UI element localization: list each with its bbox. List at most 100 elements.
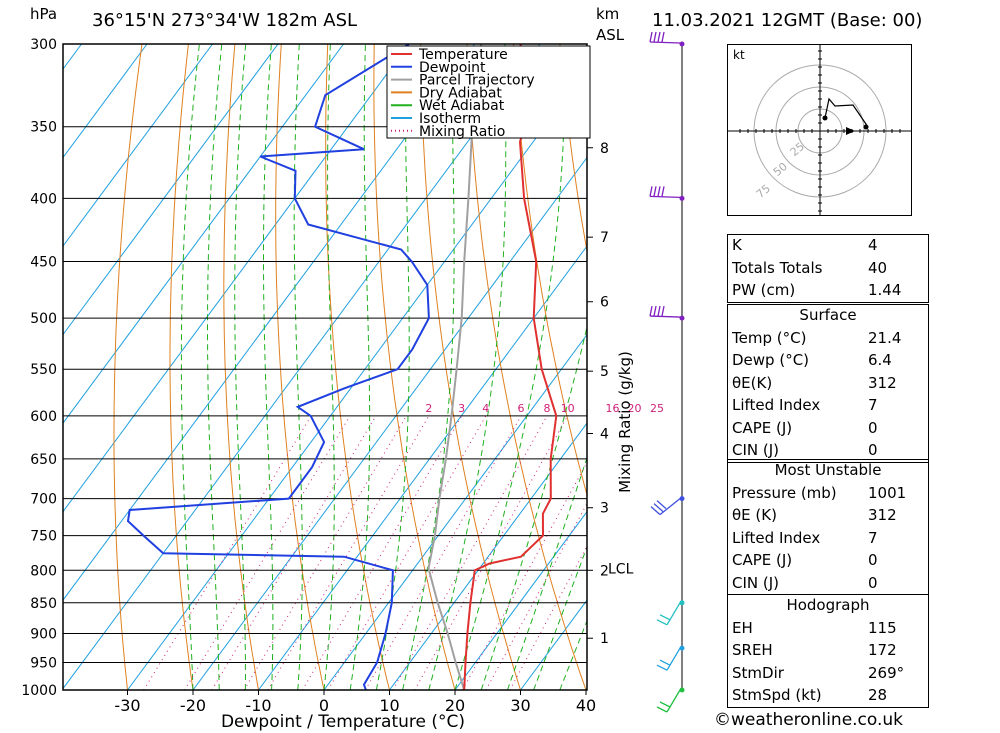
mixing-ratio-line [243, 415, 407, 690]
legend-entry: Isotherm [419, 111, 481, 127]
isotherm-line [0, 44, 16, 690]
wet-adiabat-line [207, 44, 223, 690]
wind-level-dot [679, 315, 685, 321]
surface-row: CIN (J) 0 [732, 441, 878, 459]
surface-table: Surface Temp (°C) 21.4 Dewp (°C) 6.4 θE(K)… [727, 304, 929, 463]
site-link[interactable]: weatheronline.co.uk [731, 710, 904, 730]
dewpoint-line [126, 44, 430, 690]
mixing-ratio-label: 10 [561, 402, 575, 415]
hodograph-ring-label: 25 [788, 140, 807, 159]
hodograph-trace [824, 97, 869, 128]
surface-row: Temp (°C) 21.4 [732, 328, 902, 347]
hodograph-ring-label: 75 [754, 182, 773, 201]
hodo-row: EH 115 [732, 618, 897, 637]
mu-row: CAPE (J) 0 [732, 551, 878, 569]
hodograph-table: Hodograph EH 115 SREH 172 StmDir 269° StmSp… [727, 594, 929, 708]
surface-row: Dewp (°C) 6.4 [732, 351, 892, 369]
dry-adiabat-line [113, 44, 143, 690]
wind-barb [650, 498, 681, 516]
isotherm-line [127, 68, 587, 690]
mixing-ratio-label: 25 [650, 402, 664, 415]
wind-barb [649, 186, 681, 199]
hodograph-point [863, 124, 869, 130]
pressure-tick-label: 350 [30, 120, 57, 136]
isotherm-line [63, 44, 213, 247]
pressure-tick-label: 950 [30, 655, 57, 671]
mixing-ratio-label: 20 [628, 402, 642, 415]
x-tick-label: 30 [510, 696, 530, 715]
isotherm-line [192, 156, 587, 690]
most-unstable-table: Most Unstable Pressure (mb) 1001 θE (K) 31… [727, 459, 929, 595]
pressure-tick-label: 650 [30, 452, 57, 468]
mu-row: CIN (J) 0 [732, 573, 878, 592]
wind-barb [656, 647, 681, 671]
most-unstable-title: Most Unstable [774, 461, 882, 479]
legend-entry: Dry Adiabat [419, 85, 502, 101]
mixing-ratio-label: 8 [543, 402, 550, 415]
lcl-label: LCL [608, 561, 634, 577]
asl-unit-label: ASL [596, 26, 625, 44]
pressure-tick-label: 300 [30, 37, 57, 53]
wind-level-dot [679, 600, 685, 606]
x-tick-label: -20 [180, 696, 206, 715]
hodo-row: StmDir 269° [732, 663, 905, 682]
isotherm-line [63, 44, 279, 336]
km-unit-label: km [596, 5, 620, 23]
isotherm-line [63, 44, 148, 159]
mu-row: θE (K) 312 [732, 506, 897, 524]
surface-row: Lifted Index 7 [732, 396, 878, 414]
datetime-title: 11.03.2021 12GMT (Base: 00) [652, 10, 923, 31]
mixing-ratio-axis-label: Mixing Ratio (g/kg) [616, 351, 634, 493]
plot-frame [62, 43, 588, 691]
pressure-tick-label: 550 [30, 362, 57, 378]
pressure-tick-label: 850 [30, 596, 57, 612]
hodograph-point [822, 115, 828, 121]
storm-motion-marker [846, 127, 855, 135]
wet-adiabat-line [533, 545, 587, 690]
surface-row: CAPE (J) 0 [732, 418, 878, 437]
legend-entry: Mixing Ratio [419, 124, 505, 140]
legend-entry: Dewpoint [419, 60, 486, 76]
temperature-line [463, 44, 558, 690]
dry-adiabat-line [559, 44, 587, 254]
wind-barb [656, 689, 681, 713]
wind-level-dot [679, 496, 685, 502]
km-tick-label: 2 [600, 563, 609, 579]
km-tick-label: 3 [600, 501, 609, 517]
wet-adiabat-line [180, 44, 200, 690]
hodo-row: StmSpd (kt) 28 [732, 686, 888, 704]
mixing-ratio-label: 4 [482, 402, 489, 415]
wind-level-dot [679, 687, 685, 693]
km-tick-label: 5 [600, 364, 609, 380]
km-tick-label: 6 [600, 295, 609, 311]
mixing-ratio-label: 6 [518, 402, 525, 415]
wet-adiabat-line [402, 44, 455, 690]
mixing-ratio-line [364, 415, 522, 690]
index-row-pw: PW (cm) 1.44 [732, 281, 902, 299]
mixing-ratio-line [485, 502, 587, 690]
km-tick-label: 8 [600, 141, 609, 157]
pressure-tick-label: 1000 [21, 683, 57, 699]
surface-row: θE(K) 312 [732, 373, 897, 392]
wet-adiabat-line [234, 44, 247, 690]
dry-adiabat-line [931, 44, 1000, 690]
isotherm-line [63, 44, 344, 424]
site-credit[interactable]: ©weatheronline.co.uk [714, 710, 903, 730]
parcel-trajectory-line [427, 44, 483, 690]
hodograph-ring-label: 50 [771, 160, 790, 179]
legend-box [386, 45, 591, 139]
legend-entry: Temperature [418, 47, 508, 63]
dry-adiabat-line [325, 44, 390, 690]
pressure-tick-label: 900 [30, 626, 57, 642]
x-tick-label: 20 [445, 696, 465, 715]
plot-area [0, 44, 1000, 690]
pressure-tick-label: 750 [30, 529, 57, 545]
mixing-ratio-line [267, 415, 430, 690]
isotherm-line [63, 44, 541, 690]
isotherm-line [323, 333, 587, 690]
x-tick-label: 10 [379, 696, 399, 715]
